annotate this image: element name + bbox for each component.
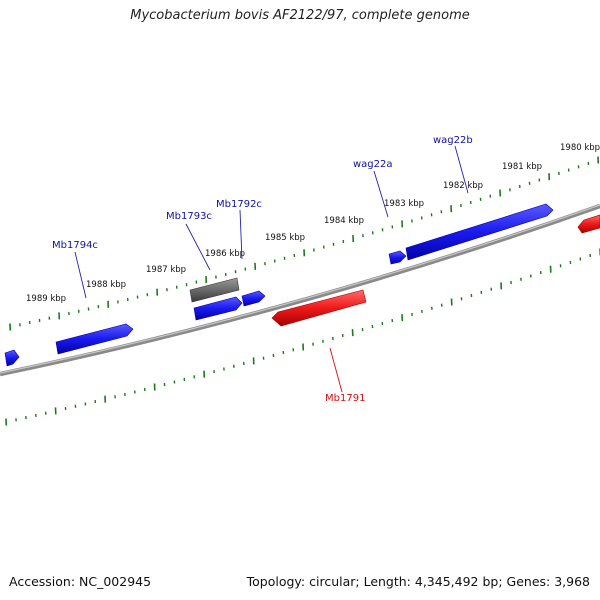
kbp-label-1989: 1989 kbp	[26, 294, 66, 304]
kbp-label-1987: 1987 kbp	[146, 265, 186, 275]
genome-summary-text: Topology: circular; Length: 4,345,492 bp…	[246, 574, 590, 589]
kbp-label-1985: 1985 kbp	[265, 233, 305, 243]
gene-arrow-mb1794c[interactable]	[55, 323, 134, 355]
callout-wag22b	[454, 145, 469, 194]
gene-label-wag22a[interactable]: wag22a	[353, 159, 393, 170]
kbp-label-1984: 1984 kbp	[324, 216, 364, 226]
gene-label-mb1793c[interactable]: Mb1793c	[166, 211, 212, 222]
callout-mb1792c	[239, 209, 243, 260]
gene-arrow-offscreen-right[interactable]	[577, 214, 600, 234]
reverse-genes	[271, 214, 600, 327]
gene-labels: Mb1794c Mb1793c Mb1792c wag22a wag22b Mb…	[52, 135, 473, 404]
genome-title: Mycobacterium bovis AF2122/97, complete …	[130, 8, 470, 23]
kbp-label-1986: 1986 kbp	[205, 249, 245, 259]
callout-wag22a	[373, 170, 389, 218]
upper-scale-ticks	[9, 156, 600, 331]
kbp-label-1980: 1980 kbp	[560, 143, 600, 153]
genome-backbone-highlight	[0, 204, 600, 374]
forward-genes	[4, 203, 554, 367]
kbp-label-1981: 1981 kbp	[502, 162, 542, 172]
gene-arrow-mb1791[interactable]	[271, 289, 367, 327]
gene-label-mb1791[interactable]: Mb1791	[325, 393, 365, 404]
kbp-label-1983: 1983 kbp	[384, 199, 424, 209]
gene-arrow-wag22b[interactable]	[405, 203, 554, 261]
callout-mb1793c	[185, 223, 211, 271]
gene-arrow-mb1792c[interactable]	[241, 290, 266, 307]
gene-arrow-offscreen-left[interactable]	[4, 349, 20, 367]
gene-label-mb1794c[interactable]: Mb1794c	[52, 240, 98, 251]
gene-label-wag22b[interactable]: wag22b	[433, 135, 473, 146]
accession-text: Accession: NC_002945	[9, 574, 152, 589]
genome-backbone	[0, 203, 600, 377]
gene-arrow-mb1793c[interactable]	[193, 296, 243, 321]
kbp-label-1988: 1988 kbp	[86, 280, 126, 290]
kbp-label-1982: 1982 kbp	[443, 181, 483, 191]
gene-arrow-wag22a[interactable]	[388, 250, 407, 265]
scale-labels: 1989 kbp 1988 kbp 1987 kbp 1986 kbp 1985…	[26, 143, 600, 304]
lower-scale-ticks	[5, 248, 600, 426]
gene-label-mb1792c[interactable]: Mb1792c	[216, 199, 262, 210]
gene-callout-lines	[74, 145, 469, 393]
callout-mb1791	[329, 347, 343, 393]
callout-mb1794c	[74, 251, 87, 299]
gene-box-selected[interactable]	[189, 277, 240, 303]
